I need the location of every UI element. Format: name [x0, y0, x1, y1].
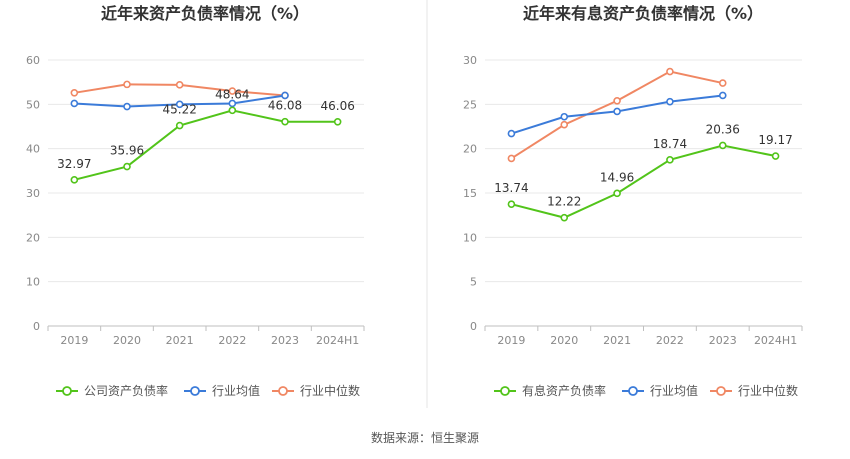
y-tick-label: 20 [463, 143, 477, 156]
x-tick-label: 2022 [218, 334, 246, 347]
data-label: 19.17 [758, 133, 792, 147]
data-point[interactable] [718, 141, 727, 150]
data-point[interactable] [123, 80, 131, 89]
data-label: 18.74 [653, 137, 687, 151]
y-tick-label: 30 [463, 54, 477, 67]
data-point[interactable] [507, 129, 516, 138]
data-label: 48.64 [215, 87, 249, 101]
x-tick-label: 2020 [113, 334, 141, 347]
x-tick-label: 2019 [60, 334, 88, 347]
x-tick-label: 2024H1 [316, 334, 359, 347]
legend-item[interactable]: 行业均值 [184, 383, 260, 398]
data-point[interactable] [507, 200, 516, 208]
x-tick-label: 2021 [603, 334, 631, 347]
data-point[interactable] [771, 152, 780, 160]
y-tick-label: 50 [26, 98, 40, 111]
chart-panel-1: 近年来资产负债率情况（%） 0 10 20 30 40 50 60 2019 2020 2021 20… [26, 4, 365, 398]
x-tick-label: 2019 [497, 334, 525, 347]
y-tick-label: 20 [26, 231, 40, 244]
data-point[interactable] [228, 106, 237, 115]
y-tick-label: 5 [470, 276, 477, 289]
data-point[interactable] [718, 91, 727, 100]
legend-label: 行业中位数 [300, 383, 360, 398]
data-point[interactable] [333, 118, 342, 126]
data-point[interactable] [613, 189, 621, 198]
data-point[interactable] [613, 107, 621, 116]
legend-label: 行业均值 [650, 383, 698, 398]
data-point[interactable] [666, 97, 674, 106]
series-line [511, 144, 776, 219]
legend-item[interactable]: 行业中位数 [272, 383, 360, 398]
data-point[interactable] [718, 79, 727, 87]
data-label: 32.97 [57, 157, 91, 171]
legend-label: 有息资产负债率 [522, 383, 606, 398]
x-tick-label: 2021 [166, 334, 194, 347]
legend-swatch-marker [278, 386, 288, 396]
data-point[interactable] [507, 154, 516, 163]
data-point[interactable] [560, 112, 569, 121]
data-point[interactable] [228, 87, 237, 95]
legend-item[interactable]: 有息资产负债率 [494, 383, 606, 398]
y-tick-label: 25 [463, 98, 477, 111]
source-note: 数据来源：恒生聚源 [371, 430, 479, 445]
data-point[interactable] [123, 162, 131, 171]
x-tick-label: 2020 [550, 334, 578, 347]
data-point[interactable] [175, 121, 184, 130]
legend-swatch-marker [190, 386, 200, 396]
legend-swatch-marker [62, 386, 72, 396]
x-tick-label: 2023 [709, 334, 737, 347]
data-label: 20.36 [706, 122, 740, 136]
legend-label: 行业中位数 [738, 383, 798, 398]
chart-title: 近年来有息资产负债率情况（%） [523, 4, 763, 23]
legend-item[interactable]: 行业均值 [622, 383, 698, 398]
legend-swatch-marker [716, 386, 726, 396]
data-point[interactable] [70, 99, 79, 108]
legend-label: 公司资产负债率 [84, 383, 168, 398]
legend-swatch-marker [500, 386, 510, 396]
legend-swatch-marker [628, 386, 638, 396]
chart-panel-2: 近年来有息资产负债率情况（%） 0 5 10 15 20 25 30 2019 2020 2021 2… [463, 4, 803, 398]
data-point[interactable] [560, 213, 569, 222]
data-point[interactable] [281, 91, 289, 100]
legend-item[interactable]: 公司资产负债率 [56, 383, 168, 398]
legend-item[interactable]: 行业中位数 [710, 383, 798, 398]
y-tick-label: 0 [33, 320, 40, 333]
data-point[interactable] [666, 67, 674, 76]
data-point[interactable] [228, 99, 237, 108]
data-label: 13.74 [494, 181, 528, 195]
y-tick-label: 40 [26, 143, 40, 156]
legend-label: 行业均值 [212, 383, 260, 398]
series-line [74, 109, 338, 181]
chart-title: 近年来资产负债率情况（%） [101, 4, 309, 23]
y-tick-label: 10 [463, 231, 477, 244]
x-tick-label: 2022 [656, 334, 684, 347]
x-tick-label: 2023 [271, 334, 299, 347]
data-label: 12.22 [547, 195, 581, 209]
data-point[interactable] [175, 81, 184, 89]
y-tick-label: 15 [463, 187, 477, 200]
data-point[interactable] [560, 120, 569, 129]
data-label: 35.96 [110, 144, 144, 158]
data-point[interactable] [70, 89, 79, 97]
y-tick-label: 30 [26, 187, 40, 200]
y-tick-label: 10 [26, 276, 40, 289]
data-point[interactable] [666, 156, 674, 164]
y-tick-label: 0 [470, 320, 477, 333]
y-tick-label: 60 [26, 54, 40, 67]
data-label: 46.08 [268, 99, 302, 113]
data-point[interactable] [123, 102, 131, 111]
data-label: 46.06 [320, 99, 354, 113]
data-point[interactable] [613, 96, 621, 105]
data-label: 45.22 [162, 103, 196, 117]
data-point[interactable] [175, 100, 184, 109]
data-point[interactable] [281, 117, 289, 126]
data-point[interactable] [70, 176, 79, 184]
x-tick-label: 2024H1 [754, 334, 797, 347]
data-label: 14.96 [600, 170, 634, 184]
